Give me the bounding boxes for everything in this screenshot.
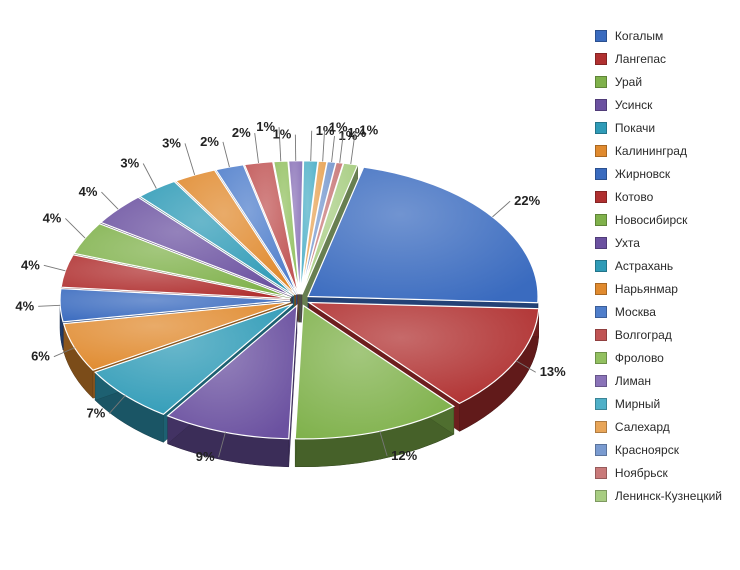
legend-label: Ленинск-Кузнецкий xyxy=(615,490,722,502)
legend-label: Фролово xyxy=(615,352,664,364)
legend-swatch xyxy=(595,352,607,364)
legend-item: Волгоград xyxy=(595,329,722,341)
legend: Когалым Лангепас Урай Усинск Покачи Калинингр… xyxy=(595,30,722,513)
legend-item: Москва xyxy=(595,306,722,318)
legend-swatch xyxy=(595,375,607,387)
pie-slice-label: 1% xyxy=(273,127,292,142)
pie-slice-label: 4% xyxy=(79,184,98,199)
pie-slice-label: 4% xyxy=(43,210,62,225)
legend-swatch xyxy=(595,237,607,249)
legend-swatch xyxy=(595,444,607,456)
legend-item: Мирный xyxy=(595,398,722,410)
legend-item: Новосибирск xyxy=(595,214,722,226)
legend-item: Фролово xyxy=(595,352,722,364)
legend-label: Лиман xyxy=(615,375,651,387)
legend-label: Москва xyxy=(615,306,656,318)
legend-label: Мирный xyxy=(615,398,660,410)
legend-swatch xyxy=(595,398,607,410)
legend-label: Урай xyxy=(615,76,642,88)
legend-label: Котово xyxy=(615,191,653,203)
pie-slice-label: 9% xyxy=(196,449,215,464)
pie-slice-label: 4% xyxy=(21,257,40,272)
legend-label: Салехард xyxy=(615,421,670,433)
legend-swatch xyxy=(595,145,607,157)
legend-swatch xyxy=(595,122,607,134)
pie-chart-container: 22%13%12%9%7%6%4%4%4%4%3%3%2%2%1%1%1%1%1… xyxy=(0,0,740,570)
legend-label: Нарьянмар xyxy=(615,283,678,295)
legend-swatch xyxy=(595,421,607,433)
legend-swatch xyxy=(595,490,607,502)
legend-swatch xyxy=(595,99,607,111)
legend-swatch xyxy=(595,30,607,42)
legend-item: Нарьянмар xyxy=(595,283,722,295)
legend-item: Когалым xyxy=(595,30,722,42)
legend-label: Когалым xyxy=(615,30,663,42)
legend-item: Ноябрьск xyxy=(595,467,722,479)
legend-item: Урай xyxy=(595,76,722,88)
legend-swatch xyxy=(595,191,607,203)
legend-label: Лангепас xyxy=(615,53,666,65)
legend-swatch xyxy=(595,168,607,180)
legend-item: Астрахань xyxy=(595,260,722,272)
pie-slice-label: 1% xyxy=(359,122,378,137)
legend-swatch xyxy=(595,467,607,479)
legend-item: Котово xyxy=(595,191,722,203)
legend-item: Жирновск xyxy=(595,168,722,180)
pie-slice-label: 7% xyxy=(86,405,105,420)
legend-swatch xyxy=(595,329,607,341)
pie-slice-label: 2% xyxy=(200,134,219,149)
legend-swatch xyxy=(595,53,607,65)
legend-item: Усинск xyxy=(595,99,722,111)
legend-label: Ухта xyxy=(615,237,640,249)
legend-label: Калининград xyxy=(615,145,687,157)
legend-swatch xyxy=(595,214,607,226)
pie-slice-label: 2% xyxy=(232,125,251,140)
pie-slice-label: 4% xyxy=(15,298,34,313)
legend-swatch xyxy=(595,76,607,88)
legend-label: Жирновск xyxy=(615,168,670,180)
legend-swatch xyxy=(595,260,607,272)
legend-label: Покачи xyxy=(615,122,655,134)
pie-slice-label: 12% xyxy=(391,448,417,463)
legend-item: Красноярск xyxy=(595,444,722,456)
pie-slice-label: 13% xyxy=(540,364,566,379)
legend-label: Волгоград xyxy=(615,329,672,341)
pie-slice-label: 3% xyxy=(120,155,139,170)
pie-slice-label: 22% xyxy=(514,193,540,208)
legend-label: Новосибирск xyxy=(615,214,687,226)
legend-label: Усинск xyxy=(615,99,652,111)
legend-label: Астрахань xyxy=(615,260,673,272)
legend-item: Лиман xyxy=(595,375,722,387)
legend-swatch xyxy=(595,283,607,295)
legend-item: Лангепас xyxy=(595,53,722,65)
legend-item: Ухта xyxy=(595,237,722,249)
legend-label: Ноябрьск xyxy=(615,467,668,479)
legend-item: Покачи xyxy=(595,122,722,134)
pie-slice-label: 3% xyxy=(162,135,181,150)
legend-swatch xyxy=(595,306,607,318)
legend-item: Салехард xyxy=(595,421,722,433)
legend-item: Ленинск-Кузнецкий xyxy=(595,490,722,502)
legend-item: Калининград xyxy=(595,145,722,157)
legend-label: Красноярск xyxy=(615,444,679,456)
pie-slice-label: 6% xyxy=(31,349,50,364)
